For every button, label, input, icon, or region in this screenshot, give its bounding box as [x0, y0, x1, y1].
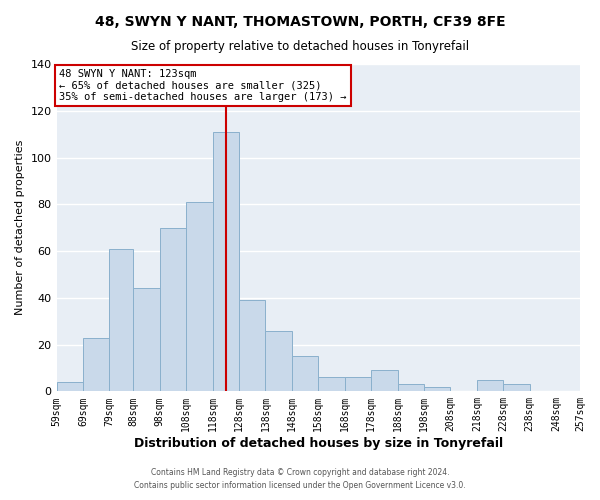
Bar: [212, 132, 239, 392]
Bar: [133, 288, 160, 392]
Bar: [318, 378, 345, 392]
Text: Size of property relative to detached houses in Tonyrefail: Size of property relative to detached ho…: [131, 40, 469, 53]
Bar: [371, 370, 398, 392]
Bar: [186, 202, 212, 392]
Bar: [424, 386, 451, 392]
Bar: [265, 330, 292, 392]
Text: 48, SWYN Y NANT, THOMASTOWN, PORTH, CF39 8FE: 48, SWYN Y NANT, THOMASTOWN, PORTH, CF39…: [95, 15, 505, 29]
Bar: [160, 228, 186, 392]
Y-axis label: Number of detached properties: Number of detached properties: [15, 140, 25, 316]
Bar: [345, 378, 371, 392]
Bar: [109, 248, 133, 392]
Bar: [83, 338, 109, 392]
Bar: [398, 384, 424, 392]
Bar: [503, 384, 530, 392]
Bar: [239, 300, 265, 392]
Bar: [477, 380, 503, 392]
Bar: [292, 356, 318, 392]
Text: 48 SWYN Y NANT: 123sqm
← 65% of detached houses are smaller (325)
35% of semi-de: 48 SWYN Y NANT: 123sqm ← 65% of detached…: [59, 68, 347, 102]
Text: Contains HM Land Registry data © Crown copyright and database right 2024.
Contai: Contains HM Land Registry data © Crown c…: [134, 468, 466, 489]
X-axis label: Distribution of detached houses by size in Tonyrefail: Distribution of detached houses by size …: [134, 437, 503, 450]
Bar: [56, 382, 83, 392]
